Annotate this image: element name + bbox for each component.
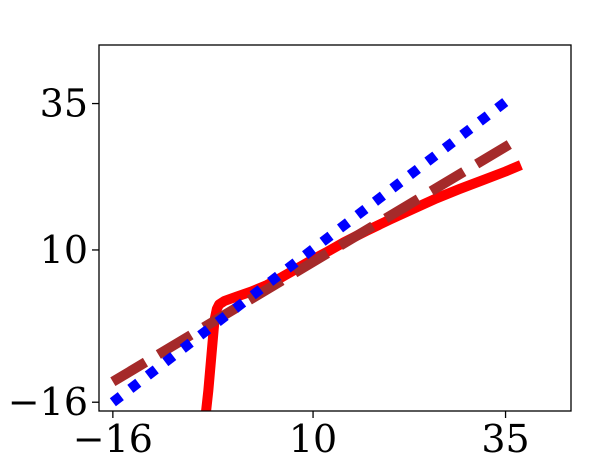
- y-tick-label: −16: [8, 380, 88, 424]
- plot-frame: [98, 44, 572, 412]
- y-tick-label: 10: [40, 228, 88, 272]
- x-tick-label: −16: [73, 417, 153, 461]
- series-line-dashed: [110, 133, 524, 387]
- ticks-layer: −16 10 35 −16 10 35: [8, 82, 530, 461]
- y-tick-label: 35: [40, 82, 88, 126]
- x-tick-label: 35: [481, 417, 529, 461]
- series-layer: [109, 91, 524, 411]
- x-tick-label: 10: [289, 417, 337, 461]
- series-line-dotted: [109, 91, 517, 407]
